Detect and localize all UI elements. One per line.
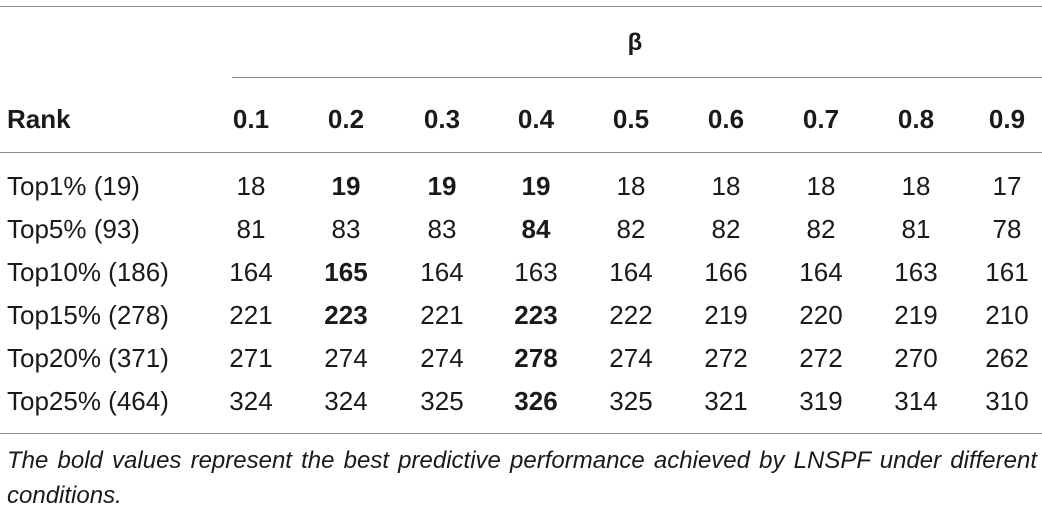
value-cell: 314 (894, 386, 938, 416)
value-cell: 83 (331, 214, 361, 244)
beta-column-header: 0.2 (327, 104, 365, 134)
value-cell: 270 (894, 343, 938, 373)
value-cell: 82 (806, 214, 836, 244)
beta-column-header: 0.8 (897, 104, 935, 134)
beta-column-header: 0.9 (988, 104, 1026, 134)
beta-column-header: 0.3 (423, 104, 461, 134)
value-cell: 325 (609, 386, 653, 416)
value-cell: 274 (420, 343, 464, 373)
value-cell: 325 (420, 386, 464, 416)
beta-column-header: 0.5 (612, 104, 650, 134)
value-cell: 274 (609, 343, 653, 373)
beta-column-header: 0.7 (802, 104, 840, 134)
value-cell: 18 (806, 171, 836, 201)
value-cell: 78 (992, 214, 1022, 244)
value-cell-best: 278 (514, 343, 558, 373)
value-cell: 319 (799, 386, 843, 416)
value-cell: 219 (894, 300, 938, 330)
value-cell: 18 (901, 171, 931, 201)
beta-column-header: 0.4 (517, 104, 555, 134)
value-cell: 81 (236, 214, 266, 244)
rank-column-header: Rank (7, 104, 71, 134)
value-cell: 272 (799, 343, 843, 373)
value-cell: 81 (901, 214, 931, 244)
value-cell: 164 (609, 257, 653, 287)
value-cell: 272 (704, 343, 748, 373)
value-cell-best: 19 (331, 171, 361, 201)
table-row: Top1% (19) 18 19 19 19 18 18 18 18 17 (0, 165, 1042, 208)
value-cell-best: 19 (427, 171, 457, 201)
value-cell: 163 (894, 257, 938, 287)
value-cell: 18 (616, 171, 646, 201)
value-cell-best: 326 (514, 386, 558, 416)
value-cell: 274 (324, 343, 368, 373)
value-cell: 221 (420, 300, 464, 330)
value-cell: 161 (985, 257, 1029, 287)
value-cell-best: 19 (521, 171, 551, 201)
value-cell-best: 84 (521, 214, 551, 244)
value-cell: 324 (324, 386, 368, 416)
value-cell: 219 (704, 300, 748, 330)
value-cell: 18 (236, 171, 266, 201)
table-row: Top15% (278) 221 223 221 223 222 219 220 219 210 (0, 294, 1042, 337)
value-cell: 82 (616, 214, 646, 244)
value-cell: 221 (229, 300, 273, 330)
value-cell: 164 (229, 257, 273, 287)
value-cell: 17 (992, 171, 1022, 201)
value-cell: 310 (985, 386, 1029, 416)
value-cell: 210 (985, 300, 1029, 330)
table-top-rule (0, 6, 1042, 7)
table-row: Top20% (371) 271 274 274 278 274 272 272 270 262 (0, 337, 1042, 380)
table-bottom-rule (0, 433, 1042, 434)
rank-cell: Top15% (278) (7, 300, 169, 330)
rank-cell: Top20% (371) (7, 343, 169, 373)
table-row: Top25% (464) 324 324 325 326 325 321 319 314 310 (0, 380, 1042, 423)
value-cell: 262 (985, 343, 1029, 373)
value-cell: 222 (609, 300, 653, 330)
value-cell: 83 (427, 214, 457, 244)
value-cell: 163 (514, 257, 558, 287)
table-footnote: The bold values represent the best predi… (7, 447, 1037, 509)
value-cell-best: 223 (514, 300, 558, 330)
beta-column-header: 0.1 (232, 104, 270, 134)
value-cell-best: 165 (324, 257, 368, 287)
value-cell: 166 (704, 257, 748, 287)
rank-cell: Top25% (464) (7, 386, 169, 416)
rank-cell: Top5% (93) (7, 214, 140, 244)
value-cell: 82 (711, 214, 741, 244)
value-cell: 164 (799, 257, 843, 287)
value-cell: 220 (799, 300, 843, 330)
value-cell: 271 (229, 343, 273, 373)
table-row: Top5% (93) 81 83 83 84 82 82 82 81 78 (0, 208, 1042, 251)
header-bottom-rule (0, 152, 1042, 153)
value-cell-best: 223 (324, 300, 368, 330)
beta-group-header: β (627, 29, 643, 56)
table-row: Top10% (186) 164 165 164 163 164 166 164 163 161 (0, 251, 1042, 294)
rank-cell: Top10% (186) (7, 257, 169, 287)
value-cell: 324 (229, 386, 273, 416)
beta-column-header: 0.6 (707, 104, 745, 134)
rank-cell: Top1% (19) (7, 171, 140, 201)
beta-group-rule (232, 77, 1042, 78)
value-cell: 18 (711, 171, 741, 201)
value-cell: 321 (704, 386, 748, 416)
value-cell: 164 (420, 257, 464, 287)
